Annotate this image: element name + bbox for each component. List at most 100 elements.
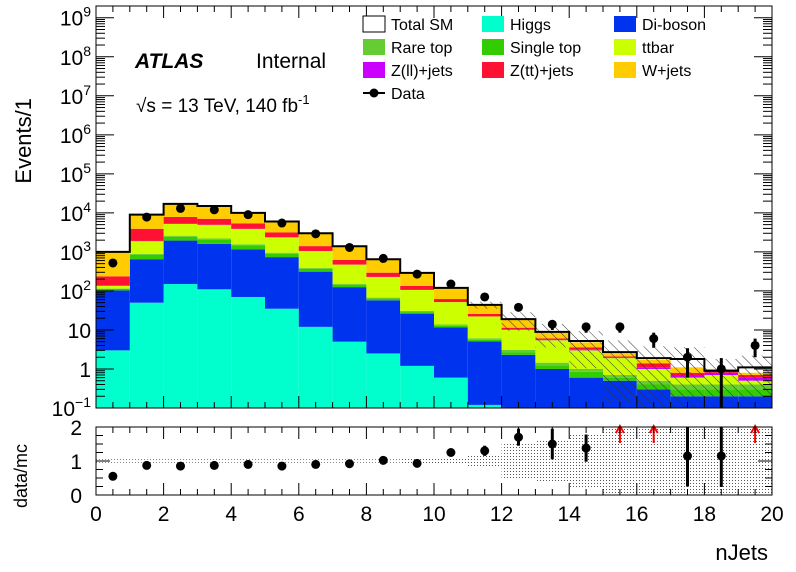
x-tick-label: 18	[693, 503, 716, 526]
data-point	[311, 229, 321, 239]
bar-w-jets-bin-8	[366, 259, 401, 273]
bar-single-top-bin-4	[231, 245, 265, 250]
legend-label-w-jets: W+jets	[642, 63, 691, 80]
bar-z-tt-jets-bin-9	[400, 285, 434, 290]
mc-uncertainty-bin-15	[603, 340, 637, 403]
bar-higgs-bin-9	[400, 365, 434, 408]
ratio-offscale-arrowhead	[615, 423, 625, 434]
y-tick-label: 10	[68, 320, 91, 343]
y-tick-label: 10−1	[52, 394, 92, 421]
ratio-point	[277, 461, 287, 471]
bar-z-tt-jets-bin-0	[96, 276, 130, 286]
bar-rare-top-bin-9	[400, 310, 434, 313]
data-point	[412, 269, 422, 279]
y-tick-base: 10	[60, 164, 83, 187]
y-tick-label: 108	[60, 43, 91, 70]
x-tick-label: 14	[558, 503, 582, 526]
data-point	[581, 322, 591, 332]
ratio-point	[243, 459, 253, 469]
y-tick-base: 10	[60, 125, 83, 148]
bar-rare-top-bin-8	[366, 297, 401, 299]
y-tick-base: 10	[60, 47, 83, 70]
bar-di-boson-bin-12	[501, 354, 536, 408]
x-tick-label: 10	[422, 503, 445, 526]
legend-swatch-rare-top	[363, 39, 385, 55]
x-tick-label: 20	[760, 503, 783, 526]
data-point	[176, 203, 185, 213]
data-point	[480, 292, 490, 302]
bar-single-top-bin-11	[467, 339, 502, 342]
bar-ttbar-bin-2	[163, 223, 198, 236]
bar-rare-top-bin-5	[265, 252, 299, 254]
legend-label-data: Data	[391, 86, 425, 103]
bar-rare-top-bin-12	[501, 349, 536, 353]
legend-label-higgs: Higgs	[510, 17, 551, 34]
bar-rare-top-bin-2	[163, 235, 198, 237]
bar-di-boson-bin-4	[231, 249, 265, 297]
y-tick-exponent: 6	[83, 121, 91, 137]
data-point	[108, 258, 118, 268]
bar-w-jets-bin-10	[434, 287, 468, 300]
bar-z-tt-jets-bin-3	[197, 218, 232, 225]
bar-ttbar-bin-5	[265, 237, 299, 253]
ratio-point	[176, 461, 185, 471]
data-point	[547, 319, 557, 329]
bar-z-tt-jets-bin-4	[231, 223, 265, 229]
bar-di-boson-bin-10	[434, 327, 468, 378]
ratio-offscale-arrowhead	[648, 423, 659, 434]
legend-swatch-single-top	[482, 39, 504, 55]
data-point	[514, 302, 523, 312]
legend-label-di-boson: Di-boson	[642, 17, 706, 34]
x-tick-label: 2	[158, 503, 170, 526]
y-tick-label: 109	[60, 4, 91, 31]
data-point	[378, 253, 388, 263]
ratio-point	[378, 455, 388, 465]
ratio-point	[514, 432, 523, 442]
x-axis-title: nJets	[715, 540, 768, 565]
bar-di-boson-bin-9	[400, 313, 434, 366]
bar-di-boson-bin-13	[535, 368, 570, 408]
ratio-point	[480, 446, 490, 456]
bar-ttbar-bin-12	[501, 329, 536, 350]
ratio-y-tick-label: 1	[70, 451, 82, 474]
bar-w-jets-bin-11	[467, 304, 502, 314]
legend-swatch-total-sm	[362, 15, 386, 33]
bar-di-boson-bin-8	[366, 300, 401, 354]
y-tick-exponent: 9	[83, 4, 91, 20]
x-tick-label: 4	[225, 503, 237, 526]
data-point	[750, 340, 760, 350]
energy-prefix: √s = 13 TeV, 140 fb	[136, 96, 298, 117]
bar-single-top-bin-13	[535, 365, 570, 369]
bar-single-top-bin-8	[366, 298, 401, 301]
y-tick-exponent: 2	[83, 277, 91, 293]
legend-label-z-tt-jets: Z(tt)+jets	[510, 63, 574, 80]
y-tick-base: 10	[60, 86, 83, 109]
legend-swatch-z-ll-jets	[363, 62, 385, 78]
mc-uncertainty-bin-13	[535, 323, 570, 348]
bar-rare-top-bin-11	[467, 338, 502, 340]
mc-uncertainty-bin-16	[636, 346, 671, 408]
bar-single-top-bin-6	[298, 268, 333, 272]
bar-higgs-bin-1	[129, 302, 164, 408]
bar-higgs-bin-4	[231, 296, 265, 408]
bar-w-jets-bin-9	[400, 272, 434, 286]
bar-rare-top-bin-10	[434, 324, 468, 326]
data-point	[683, 352, 692, 362]
ratio-uncertainty-bin-10	[434, 457, 468, 465]
bar-z-tt-jets-bin-10	[434, 299, 468, 303]
bar-di-boson-bin-6	[298, 271, 333, 327]
legend-label-z-ll-jets: Z(ll)+jets	[391, 63, 453, 80]
data-point	[142, 212, 152, 222]
x-tick-label: 8	[361, 503, 373, 526]
bar-rare-top-bin-6	[298, 267, 333, 269]
y-tick-base: 10	[60, 8, 83, 31]
legend-swatch-ttbar	[614, 39, 636, 55]
y-tick-label: 107	[60, 82, 91, 109]
y-tick-label: 102	[60, 277, 91, 304]
legend-marker-data	[369, 88, 379, 98]
data-point	[446, 279, 456, 289]
bar-di-boson-bin-5	[265, 257, 299, 309]
ratio-y-axis-title: data/mc	[11, 444, 31, 508]
